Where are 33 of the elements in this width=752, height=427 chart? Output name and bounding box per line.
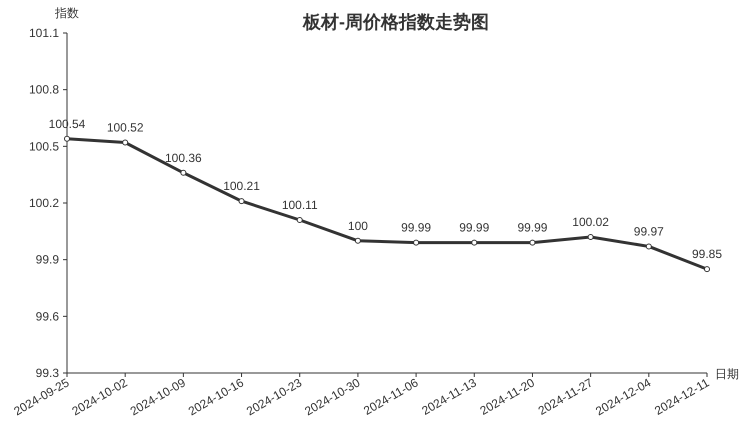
data-label: 100.52 bbox=[106, 120, 144, 135]
data-label: 100.02 bbox=[572, 215, 610, 229]
point bbox=[238, 198, 245, 204]
data-label: 100.36 bbox=[165, 150, 202, 165]
point bbox=[646, 243, 652, 250]
data-label: 99.99 bbox=[459, 220, 490, 235]
data-label: 100.11 bbox=[282, 198, 318, 212]
y-axis-title: 指数 bbox=[54, 6, 79, 20]
x-axis-title: 日期 bbox=[715, 367, 739, 381]
data-label: 100.21 bbox=[223, 179, 260, 194]
y-tick-label: 99.9 bbox=[36, 252, 60, 267]
data-label: 100 bbox=[348, 218, 368, 233]
point bbox=[296, 217, 303, 223]
y-tick-label: 99.3 bbox=[36, 366, 60, 380]
point bbox=[529, 240, 536, 246]
data-label: 99.99 bbox=[517, 220, 548, 235]
data-label: 99.85 bbox=[692, 247, 722, 262]
point bbox=[471, 240, 478, 246]
y-tick-label: 101.1 bbox=[28, 26, 60, 40]
y-tick-label: 100.2 bbox=[28, 196, 60, 210]
y-tick-label: 99.6 bbox=[36, 309, 60, 324]
data-label: 99.99 bbox=[401, 220, 432, 235]
y-tick-label: 100.5 bbox=[28, 139, 60, 154]
data-label: 99.97 bbox=[634, 224, 664, 238]
point bbox=[704, 266, 710, 272]
point bbox=[413, 240, 420, 246]
y-tick-label: 100.8 bbox=[28, 82, 60, 97]
chart-title: 板材-周价格指数走势图 bbox=[302, 12, 489, 32]
point bbox=[122, 140, 128, 146]
point bbox=[588, 234, 594, 240]
point bbox=[64, 136, 70, 142]
point bbox=[354, 238, 361, 244]
point bbox=[180, 170, 186, 176]
